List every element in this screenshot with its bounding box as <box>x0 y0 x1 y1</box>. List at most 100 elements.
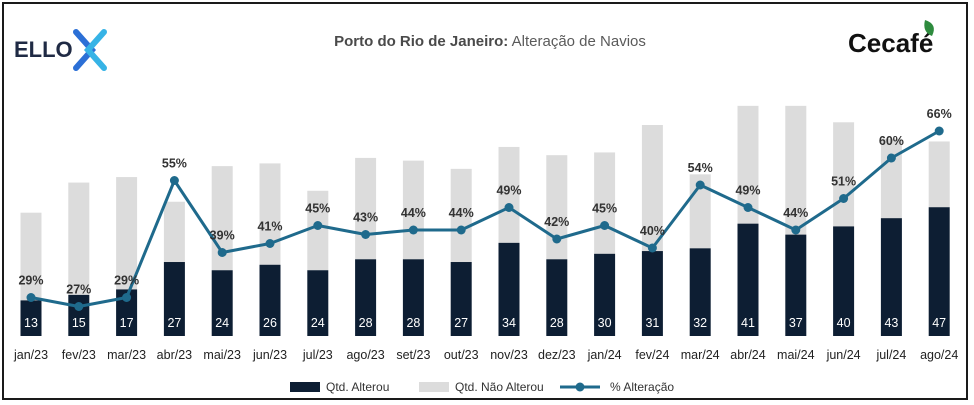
bar-alterou-2 <box>116 289 138 336</box>
x-tick-label-4: mai/23 <box>203 348 241 362</box>
x-tick-label-10: nov/23 <box>490 348 528 362</box>
label-layer: 13 jan/23 15 fev/23 17 mar/23 27 abr/23 24 mai/23… <box>13 316 958 362</box>
cecafe-logo-text: Cecafé <box>848 28 933 58</box>
line-point-3 <box>169 176 179 185</box>
pct-label-13: 40% <box>640 224 665 238</box>
bar-value-label-3: 27 <box>167 316 181 330</box>
legend-label-alteracao: % Alteração <box>610 380 674 394</box>
pct-label-16: 44% <box>783 206 808 220</box>
x-tick-label-6: jul/23 <box>302 348 333 362</box>
bar-nao-alterou-5 <box>259 163 281 265</box>
line-layer: 29% 27% 29% 55% 39% 41% 45% 43% 44% 44% 49% 42% 45% 4… <box>18 107 952 311</box>
line-point-10 <box>504 203 514 212</box>
pct-label-10: 49% <box>496 184 521 198</box>
legend-swatch-alterou <box>290 382 320 392</box>
chart-title-rest: Alteração de Navios <box>508 33 646 50</box>
line-point-13 <box>647 243 657 253</box>
pct-label-14: 54% <box>688 161 713 175</box>
x-tick-label-7: ago/23 <box>346 348 384 362</box>
line-point-14 <box>695 180 705 190</box>
bar-value-label-2: 17 <box>120 316 134 330</box>
pct-label-4: 39% <box>210 229 235 243</box>
bar-nao-alterou-16 <box>785 105 807 235</box>
bar-nao-alterou-13 <box>641 125 663 252</box>
bar-value-label-4: 24 <box>215 316 229 330</box>
line-point-1 <box>74 302 84 311</box>
bar-alterou-9 <box>450 262 472 336</box>
bar-nao-alterou-19 <box>928 141 950 208</box>
bar-alterou-7 <box>355 259 377 336</box>
bar-alterou-4 <box>211 270 233 336</box>
x-tick-label-1: fev/23 <box>62 348 96 362</box>
bar-alterou-8 <box>402 259 424 336</box>
legend-swatch-nao-alterou <box>419 382 449 392</box>
x-tick-label-0: jan/23 <box>13 348 48 362</box>
bar-nao-alterou-0 <box>20 212 42 301</box>
ello-logo: ELLO <box>14 29 107 71</box>
bar-value-label-18: 43 <box>884 316 898 330</box>
x-tick-label-19: ago/24 <box>920 348 958 362</box>
line-point-6 <box>313 221 323 230</box>
pct-label-6: 45% <box>305 202 330 216</box>
bar-layer <box>20 105 950 336</box>
bar-value-label-12: 30 <box>598 316 612 330</box>
bar-nao-alterou-7 <box>355 157 377 260</box>
pct-label-7: 43% <box>353 211 378 225</box>
bar-value-label-1: 15 <box>72 316 86 330</box>
bar-nao-alterou-18 <box>880 138 902 219</box>
bar-alterou-16 <box>785 234 807 336</box>
pct-label-12: 45% <box>592 202 617 216</box>
bar-value-label-17: 40 <box>837 316 851 330</box>
x-tick-label-15: abr/24 <box>730 348 765 362</box>
bar-value-label-19: 47 <box>932 316 946 330</box>
bar-nao-alterou-3 <box>163 201 185 263</box>
pct-label-18: 60% <box>879 134 904 148</box>
bar-alterou-14 <box>689 248 711 336</box>
x-tick-label-5: jun/23 <box>252 348 287 362</box>
bar-value-label-11: 28 <box>550 316 564 330</box>
bar-value-label-5: 26 <box>263 316 277 330</box>
x-tick-label-14: mar/24 <box>681 348 720 362</box>
x-tick-label-16: mai/24 <box>777 348 815 362</box>
pct-label-11: 42% <box>544 215 569 229</box>
x-tick-label-12: jan/24 <box>587 348 622 362</box>
line-point-16 <box>791 225 801 235</box>
bar-value-label-13: 31 <box>645 316 659 330</box>
line-point-11 <box>552 234 562 244</box>
bar-value-label-15: 41 <box>741 316 755 330</box>
bar-nao-alterou-11 <box>546 155 568 260</box>
line-point-15 <box>743 203 753 212</box>
pct-label-19: 66% <box>927 107 952 121</box>
ello-logo-text: ELLO <box>14 37 73 62</box>
pct-label-17: 51% <box>831 175 856 189</box>
leaf-icon <box>924 20 934 36</box>
legend-marker-alteracao <box>575 382 585 392</box>
line-point-9 <box>456 225 466 235</box>
legend-label-nao-alterou: Qtd. Não Alterou <box>455 380 544 394</box>
line-point-8 <box>408 225 418 235</box>
bar-value-label-8: 28 <box>406 316 420 330</box>
line-point-17 <box>839 194 849 203</box>
bar-alterou-12 <box>594 253 616 336</box>
x-tick-label-8: set/23 <box>396 348 430 362</box>
bar-value-label-14: 32 <box>693 316 707 330</box>
bar-value-label-7: 28 <box>359 316 373 330</box>
bar-alterou-11 <box>546 259 568 336</box>
pct-label-3: 55% <box>162 157 187 171</box>
bar-value-label-16: 37 <box>789 316 803 330</box>
pct-label-2: 29% <box>114 274 139 288</box>
bar-value-label-0: 13 <box>24 316 38 330</box>
bar-nao-alterou-15 <box>737 105 759 224</box>
bar-alterou-13 <box>641 251 663 336</box>
pct-label-0: 29% <box>18 274 43 288</box>
line-alteracao <box>30 129 940 308</box>
x-tick-label-3: abr/23 <box>157 348 192 362</box>
bar-alterou-5 <box>259 264 281 336</box>
line-point-7 <box>361 230 371 239</box>
bar-value-label-9: 27 <box>454 316 468 330</box>
bar-alterou-19 <box>928 207 950 336</box>
bar-nao-alterou-9 <box>450 168 472 263</box>
bar-alterou-17 <box>833 226 855 336</box>
pct-label-9: 44% <box>449 206 474 220</box>
